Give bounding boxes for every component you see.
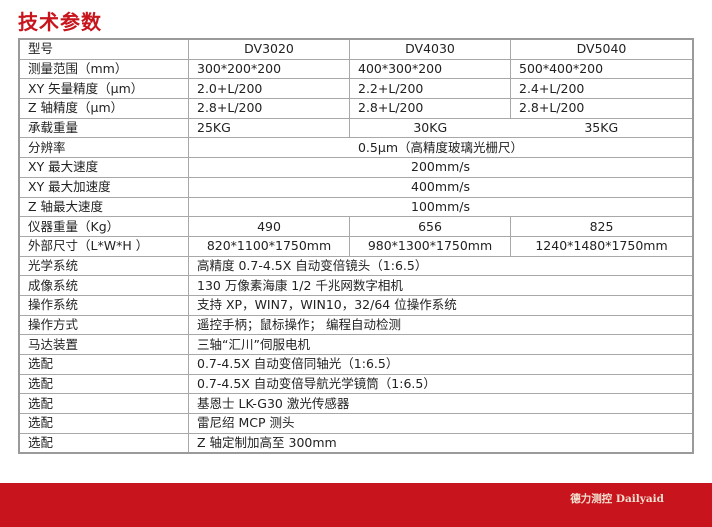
table-row: XY 最大加速度 400mm/s: [18, 176, 694, 198]
row-label: 成像系统: [18, 275, 189, 296]
cell: 0.7-4.5X 自动变倍同轴光（1:6.5）: [188, 354, 694, 375]
cell: 490: [188, 216, 350, 237]
model-header: DV5040: [510, 38, 694, 60]
row-label: 操作方式: [18, 314, 189, 336]
table-row: Z 轴最大速度 100mm/s: [18, 196, 694, 218]
cell: 820*1100*1750mm: [188, 235, 350, 257]
brand-text: 德力测控 Dailyaid: [570, 493, 664, 505]
cell: 1240*1480*1750mm: [510, 235, 694, 257]
model-header: DV3020: [188, 38, 350, 60]
cell: 2.2+L/200: [349, 78, 511, 100]
cell: 400mm/s: [188, 176, 694, 198]
table-row: 选配 0.7-4.5X 自动变倍导航光学镜筒（1:6.5）: [18, 373, 694, 395]
row-label: 操作系统: [18, 294, 189, 316]
row-label: 测量范围（mm）: [18, 58, 189, 80]
cell: 200mm/s: [188, 157, 694, 178]
table-row: 操作系统 支持 XP，WIN7，WIN10，32/64 位操作系统: [18, 294, 694, 316]
table-row: 光学系统 高精度 0.7-4.5X 自动变倍镜头（1:6.5）: [18, 255, 694, 277]
row-label: 型号: [18, 38, 189, 60]
table-row: Z 轴精度（μm） 2.8+L/200 2.8+L/200 2.8+L/200: [18, 98, 694, 119]
row-label: XY 矢量精度（μm）: [18, 78, 189, 100]
model-header: DV4030: [349, 38, 511, 60]
cell: 遥控手柄；鼠标操作； 编程自动检测: [188, 314, 694, 336]
row-label: 选配: [18, 432, 189, 454]
cell: 支持 XP，WIN7，WIN10，32/64 位操作系统: [188, 294, 694, 316]
cell: 980*1300*1750mm: [349, 235, 511, 257]
cell: 高精度 0.7-4.5X 自动变倍镜头（1:6.5）: [188, 255, 694, 277]
row-label: 光学系统: [18, 255, 189, 277]
cell: 656: [349, 216, 511, 237]
table-row: 选配 0.7-4.5X 自动变倍同轴光（1:6.5）: [18, 354, 694, 375]
cell: 35KG: [510, 117, 694, 139]
row-label: Z 轴最大速度: [18, 196, 189, 218]
row-label: Z 轴精度（μm）: [18, 98, 189, 119]
table-row: 外部尺寸（L*W*H ） 820*1100*1750mm 980*1300*17…: [18, 235, 694, 257]
table-row: 测量范围（mm） 300*200*200 400*300*200 500*400…: [18, 58, 694, 80]
cell: 2.8+L/200: [349, 98, 511, 119]
cell: 雷尼绍 MCP 测头: [188, 413, 694, 434]
cell: 2.8+L/200: [510, 98, 694, 119]
table-row: XY 矢量精度（μm） 2.0+L/200 2.2+L/200 2.4+L/20…: [18, 78, 694, 100]
cell: 400*300*200: [349, 58, 511, 80]
cell: 0.5μm（高精度玻璃光栅尺）: [188, 137, 694, 159]
cell: Z 轴定制加高至 300mm: [188, 432, 694, 454]
footer-band: 德力测控 Dailyaid: [0, 483, 712, 527]
cell: 30KG: [349, 117, 511, 139]
table-row: 操作方式 遥控手柄；鼠标操作； 编程自动检测: [18, 314, 694, 336]
table-row: 型号 DV3020 DV4030 DV5040: [18, 38, 694, 60]
table-row: 马达装置 三轴“汇川”伺服电机: [18, 334, 694, 355]
row-label: XY 最大速度: [18, 157, 189, 178]
table-row: 分辨率 0.5μm（高精度玻璃光栅尺）: [18, 137, 694, 159]
cell: 2.0+L/200: [188, 78, 350, 100]
cell: 25KG: [188, 117, 350, 139]
spec-table: 型号 DV3020 DV4030 DV5040 测量范围（mm） 300*200…: [18, 38, 694, 455]
cell: 130 万像素海康 1/2 千兆网数字相机: [188, 275, 694, 296]
row-label: 承载重量: [18, 117, 189, 139]
table-row: XY 最大速度 200mm/s: [18, 157, 694, 178]
page-title: 技术参数: [18, 10, 102, 34]
cell: 500*400*200: [510, 58, 694, 80]
row-label: XY 最大加速度: [18, 176, 189, 198]
cell: 100mm/s: [188, 196, 694, 218]
table-row: 选配 Z 轴定制加高至 300mm: [18, 432, 694, 454]
cell: 三轴“汇川”伺服电机: [188, 334, 694, 355]
cell: 2.8+L/200: [188, 98, 350, 119]
cell: 0.7-4.5X 自动变倍导航光学镜筒（1:6.5）: [188, 373, 694, 395]
cell: 825: [510, 216, 694, 237]
row-label: 外部尺寸（L*W*H ）: [18, 235, 189, 257]
table-row: 仪器重量（Kg） 490 656 825: [18, 216, 694, 237]
table-row: 成像系统 130 万像素海康 1/2 千兆网数字相机: [18, 275, 694, 296]
table-row: 承载重量 25KG 30KG 35KG: [18, 117, 694, 139]
row-label: 分辨率: [18, 137, 189, 159]
row-label: 选配: [18, 354, 189, 375]
cell: 2.4+L/200: [510, 78, 694, 100]
row-label: 仪器重量（Kg）: [18, 216, 189, 237]
row-label: 选配: [18, 393, 189, 415]
cell: 300*200*200: [188, 58, 350, 80]
table-row: 选配 雷尼绍 MCP 测头: [18, 413, 694, 434]
table-row: 选配 基恩士 LK-G30 激光传感器: [18, 393, 694, 415]
row-label: 马达装置: [18, 334, 189, 355]
row-label: 选配: [18, 373, 189, 395]
row-label: 选配: [18, 413, 189, 434]
cell: 基恩士 LK-G30 激光传感器: [188, 393, 694, 415]
